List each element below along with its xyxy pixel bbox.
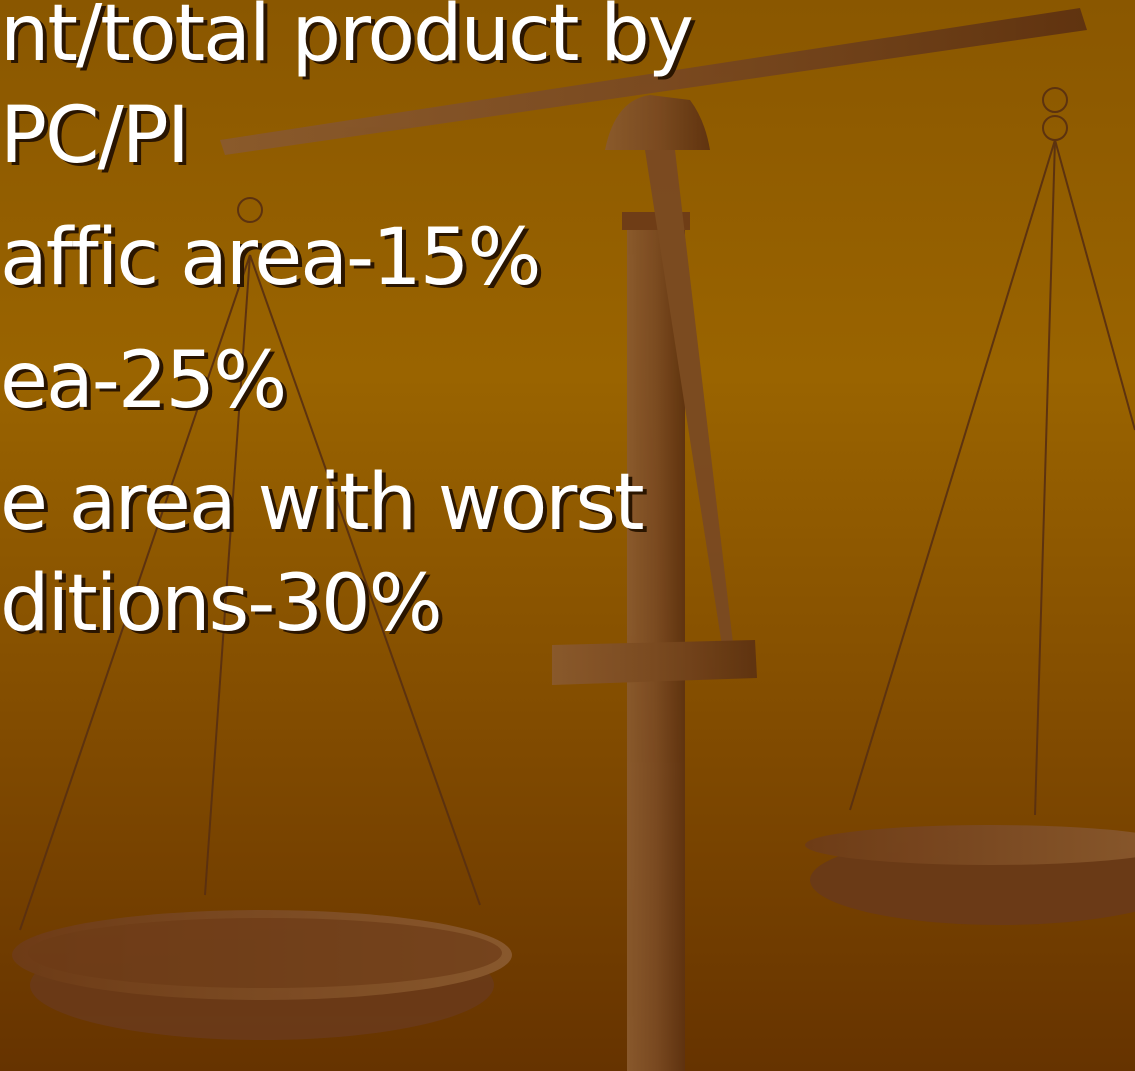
text-line: e area with worst	[0, 458, 643, 548]
text-line: ea-25%	[0, 336, 285, 426]
text-line: affic area-15%	[0, 213, 540, 303]
text-line: ditions-30%	[0, 559, 441, 649]
slide: nt/total product by nt/total product by …	[0, 0, 1135, 1071]
text-line: PC/PI	[0, 91, 188, 181]
page: nt/total product by nt/total product by …	[0, 0, 1135, 1071]
text-line: nt/total product by	[0, 0, 692, 79]
